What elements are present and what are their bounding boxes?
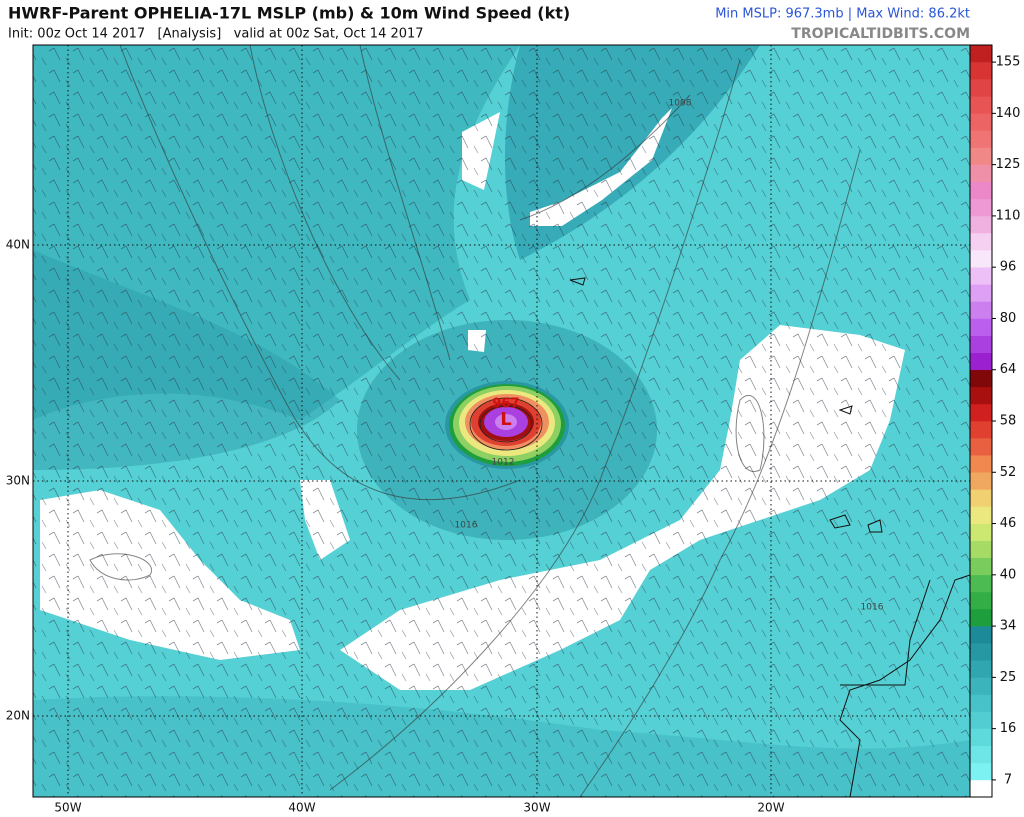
colorbar-segment — [970, 147, 992, 165]
center-pressure: 967 — [492, 397, 519, 412]
colorbar-segment — [970, 626, 992, 644]
colorbar-segment — [970, 335, 992, 353]
colorbar-segment — [970, 164, 992, 183]
colorbar-segment — [970, 96, 992, 114]
colorbar-segment — [970, 677, 992, 695]
colorbar-label: 64 — [1000, 362, 1017, 377]
colorbar-label: 80 — [1000, 311, 1017, 326]
colorbar-segment — [970, 711, 992, 729]
colorbar: 7 16 25 34 40 46 52 58 64 80 96 110 125 140 155 — [969, 44, 1021, 798]
colorbar-label: 25 — [1000, 670, 1017, 685]
colorbar-segment — [970, 438, 992, 456]
colorbar-segment — [970, 113, 992, 131]
colorbar-segment — [970, 591, 992, 610]
colorbar-label: 7 — [1004, 772, 1012, 787]
colorbar-label: 58 — [1000, 414, 1017, 429]
longitude-label: 20W — [757, 801, 784, 815]
colorbar-segment — [970, 574, 992, 593]
latitude-label: 40N — [6, 238, 30, 252]
colorbar-segment — [970, 540, 992, 559]
colorbar-label: 16 — [1000, 721, 1017, 736]
colorbar-segment — [970, 215, 992, 234]
colorbar-segment — [970, 386, 992, 405]
colorbar-label: 155 — [996, 55, 1021, 70]
colorbar-segment — [970, 557, 992, 576]
colorbar-segment — [970, 45, 992, 63]
init-line: Init: 00z Oct 14 2017 [Analysis] valid a… — [8, 27, 424, 42]
longitude-label: 40W — [288, 801, 315, 815]
colorbar-segment — [970, 352, 992, 371]
colorbar-segment — [970, 233, 992, 251]
axis-labels: 40N 30N 20N 50W 40W 30W 20W — [6, 238, 785, 815]
title: HWRF-Parent OPHELIA-17L MSLP (mb) & 10m … — [8, 4, 570, 23]
longitude-label: 30W — [523, 801, 550, 815]
colorbar-label: 34 — [1000, 619, 1017, 634]
colorbar-segment — [970, 506, 992, 524]
colorbar-segment — [970, 318, 992, 336]
colorbar-label: 46 — [1000, 516, 1017, 531]
colorbar-segment — [970, 198, 992, 217]
graticule — [33, 45, 970, 797]
colorbar-segment — [970, 369, 992, 388]
latitude-label: 20N — [6, 709, 30, 723]
colorbar-label: 140 — [996, 106, 1021, 121]
colorbar-segment — [970, 728, 992, 747]
colorbar-segment — [970, 745, 992, 764]
isobars — [89, 45, 861, 797]
colorbar-label: 40 — [1000, 567, 1017, 582]
low-symbol: L — [500, 409, 511, 430]
colorbar-label: 125 — [996, 157, 1021, 172]
contour-label: 1008 — [669, 99, 692, 109]
longitude-label: 50W — [54, 801, 81, 815]
colorbar-segment — [970, 284, 992, 302]
contour-label: 1016 — [455, 521, 478, 531]
latitude-label: 30N — [6, 474, 30, 488]
colorbar-segment — [970, 250, 992, 268]
colorbar-segment — [970, 421, 992, 439]
contour-label: 1012 — [492, 458, 515, 468]
colorbar-segment — [970, 609, 992, 627]
colorbar-segment — [970, 181, 992, 200]
colorbar-segment — [970, 301, 992, 319]
colorbar-label: 52 — [1000, 465, 1017, 480]
site-name: TROPICALTIDBITS.COM — [791, 26, 970, 42]
hurricane — [445, 381, 569, 469]
colorbar-segment — [970, 523, 992, 541]
stats: Min MSLP: 967.3mb | Max Wind: 86.2kt — [715, 7, 970, 22]
colorbar-segment — [970, 489, 992, 507]
colorbar-segment — [970, 267, 992, 285]
colorbar-segment — [970, 660, 992, 678]
colorbar-segment — [970, 130, 992, 148]
contour-label: 1016 — [861, 603, 884, 613]
colorbar-label: 110 — [996, 208, 1021, 223]
colorbar-label: 96 — [1000, 260, 1017, 275]
colorbar-segment — [970, 643, 992, 661]
colorbar-segment — [970, 779, 992, 798]
colorbar-segment — [970, 62, 992, 80]
coastline — [569, 277, 970, 797]
colorbar-segment — [970, 472, 992, 490]
colorbar-segment — [970, 762, 992, 781]
colorbar-segment — [970, 455, 992, 473]
colorbar-segment — [970, 79, 992, 97]
colorbar-segment — [970, 403, 992, 422]
colorbar-segment — [970, 694, 992, 712]
